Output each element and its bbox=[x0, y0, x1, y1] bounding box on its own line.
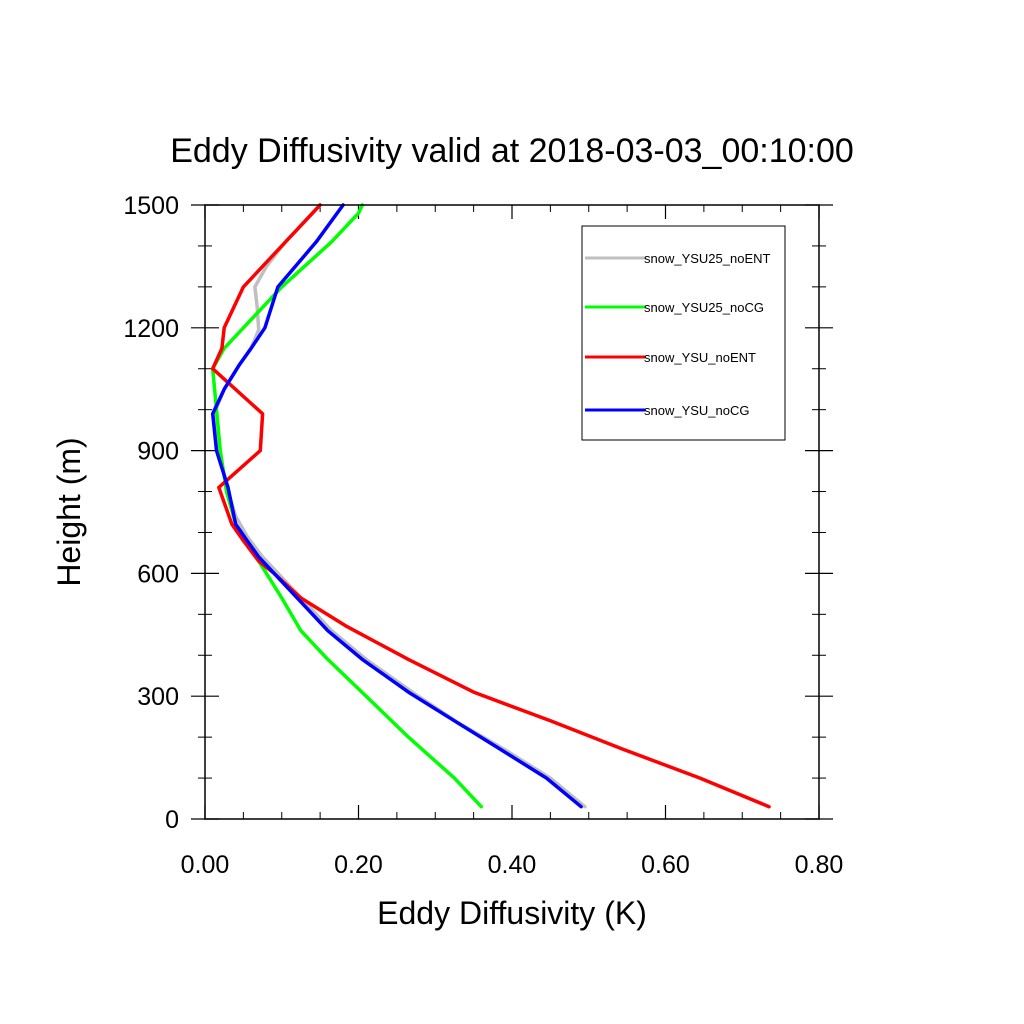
legend-box bbox=[581, 225, 786, 441]
y-axis-label: Height (m) bbox=[51, 437, 87, 586]
y-tick-label: 900 bbox=[137, 438, 179, 466]
y-tick-label: 0 bbox=[165, 806, 179, 834]
legend-label: snow_YSU_noCG bbox=[644, 403, 750, 418]
legend-label: snow_YSU25_noCG bbox=[644, 300, 764, 315]
x-tick-label: 0.20 bbox=[334, 851, 383, 879]
series-line-snow_YSU_noCG bbox=[210, 203, 583, 809]
x-tick-label: 0.60 bbox=[641, 851, 690, 879]
legend: snow_YSU25_noENT snow_YSU25_noCG snow_YSU_… bbox=[581, 225, 786, 441]
chart-title: Eddy Diffusivity valid at 2018-03-03_00:… bbox=[170, 132, 854, 170]
x-tick-label: 0.40 bbox=[488, 851, 537, 879]
series-line-snow_YSU_noENT bbox=[210, 203, 771, 809]
x-axis-label: Eddy Diffusivity (K) bbox=[377, 895, 647, 931]
legend-items: snow_YSU25_noENT snow_YSU25_noCG snow_YSU_… bbox=[585, 251, 771, 418]
y-tick-label: 600 bbox=[137, 560, 179, 588]
legend-label: snow_YSU_noENT bbox=[644, 350, 756, 365]
axis-tick-labels: 0.00 0.20 0.40 0.60 0.80 0 300 600 900 1200 1500 bbox=[123, 192, 843, 879]
x-tick-label: 0.00 bbox=[181, 851, 230, 879]
y-tick-label: 300 bbox=[137, 683, 179, 711]
y-tick-label: 1500 bbox=[123, 192, 179, 220]
plot-lines bbox=[210, 203, 771, 809]
plot-frame bbox=[204, 204, 820, 820]
x-tick-label: 0.80 bbox=[795, 851, 844, 879]
legend-label: snow_YSU25_noENT bbox=[644, 251, 771, 266]
y-tick-label: 1200 bbox=[123, 315, 179, 343]
